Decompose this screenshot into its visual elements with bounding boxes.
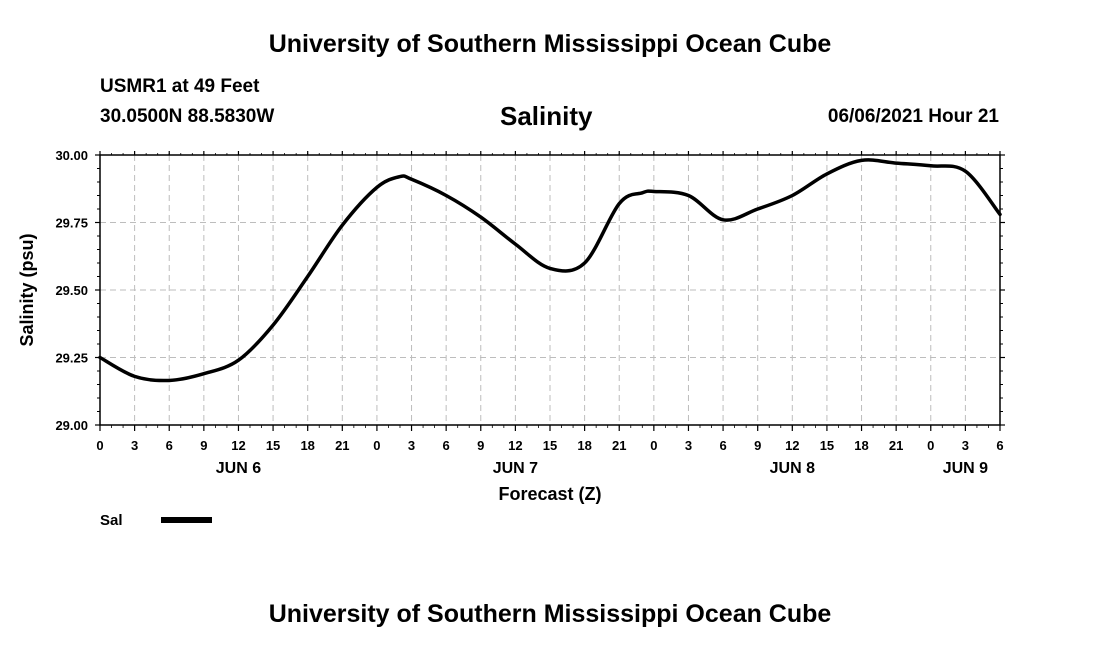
x-tick-label: 15	[820, 438, 834, 453]
y-tick-label: 29.75	[55, 216, 88, 231]
x-tick-label: 21	[335, 438, 349, 453]
x-tick-label: 18	[300, 438, 314, 453]
day-labels: JUN 6 JUN 7 JUN 8 JUN 9	[216, 460, 988, 477]
x-tick-label: 6	[166, 438, 173, 453]
y-tick-label: 30.00	[55, 148, 88, 163]
y-tick-label: 29.25	[55, 351, 88, 366]
x-tick-label: 0	[927, 438, 934, 453]
x-tick-label: 18	[577, 438, 591, 453]
x-tick-label: 18	[854, 438, 868, 453]
x-tick-label: 9	[477, 438, 484, 453]
x-tick-label: 9	[754, 438, 761, 453]
forecast-datetime: 06/06/2021 Hour 21	[827, 106, 999, 127]
x-ticks: 0 3 6 9 12 15 18 21 0 3 6 9 12 15 18 21 0 3 6 9 12 15 18 21 0 3 6	[96, 151, 1004, 453]
x-tick-label: 0	[96, 438, 103, 453]
x-tick-label: 0	[650, 438, 657, 453]
x-tick-label: 12	[785, 438, 799, 453]
x-tick-label: 3	[408, 438, 415, 453]
series-line-sal	[98, 158, 1002, 383]
y-ticks: 29.00 29.25 29.50 29.75 30.00	[55, 148, 1005, 433]
x-tick-label: 6	[996, 438, 1003, 453]
chart-title-bottom: University of Southern Mississippi Ocean…	[268, 600, 832, 628]
x-tick-label: 6	[443, 438, 450, 453]
x-tick-label: 3	[962, 438, 969, 453]
x-tick-label: 21	[889, 438, 903, 453]
day-label: JUN 9	[943, 460, 988, 477]
coordinates-label: 30.0500N 88.5830W	[100, 106, 275, 127]
station-label: USMR1 at 49 Feet	[100, 76, 260, 97]
x-tick-label: 15	[266, 438, 280, 453]
x-tick-label: 21	[612, 438, 626, 453]
day-label: JUN 7	[493, 460, 538, 477]
legend-label: Sal	[100, 512, 123, 529]
y-axis-label: Salinity (psu)	[17, 233, 37, 346]
x-tick-label: 9	[200, 438, 207, 453]
x-tick-label: 12	[231, 438, 245, 453]
x-tick-label: 6	[719, 438, 726, 453]
day-label: JUN 8	[770, 460, 815, 477]
y-tick-label: 29.50	[55, 283, 88, 298]
chart-title-top: University of Southern Mississippi Ocean…	[268, 30, 832, 58]
x-tick-label: 15	[543, 438, 557, 453]
x-axis-label: Forecast (Z)	[498, 484, 601, 504]
x-tick-label: 3	[685, 438, 692, 453]
grid	[100, 155, 1000, 425]
variable-title: Salinity	[500, 101, 593, 131]
series	[98, 158, 1002, 383]
y-tick-label: 29.00	[55, 418, 88, 433]
day-label: JUN 6	[216, 460, 261, 477]
legend: Sal	[100, 512, 212, 529]
x-tick-label: 0	[373, 438, 380, 453]
x-tick-label: 3	[131, 438, 138, 453]
x-tick-label: 12	[508, 438, 522, 453]
